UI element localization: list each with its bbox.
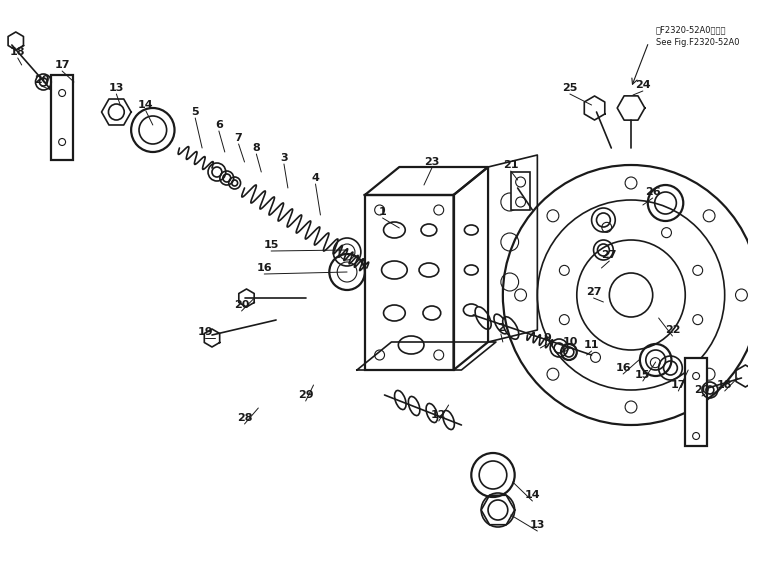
Text: 28: 28: [237, 413, 252, 423]
Text: 27: 27: [586, 287, 601, 297]
Text: 3: 3: [280, 153, 288, 163]
Bar: [511, 172, 531, 210]
Text: 1: 1: [379, 207, 386, 217]
Ellipse shape: [419, 263, 439, 277]
Text: 18: 18: [10, 47, 26, 57]
Bar: [52, 75, 73, 160]
Text: 前F2320-52A0図参照: 前F2320-52A0図参照: [656, 25, 726, 34]
Ellipse shape: [465, 225, 478, 235]
Text: 13: 13: [109, 83, 124, 93]
Text: 15: 15: [263, 240, 279, 250]
Text: 17: 17: [55, 60, 70, 70]
Text: 20: 20: [694, 385, 710, 395]
Ellipse shape: [465, 265, 478, 275]
Text: 19: 19: [197, 327, 213, 337]
Text: 12: 12: [431, 410, 446, 420]
Text: 24: 24: [635, 80, 650, 90]
Ellipse shape: [502, 317, 518, 339]
Bar: [365, 195, 454, 370]
Ellipse shape: [464, 304, 479, 316]
Text: 6: 6: [215, 120, 223, 130]
Text: 18: 18: [717, 380, 732, 390]
Ellipse shape: [421, 224, 436, 236]
Ellipse shape: [382, 261, 408, 279]
Text: 14: 14: [524, 490, 540, 500]
Ellipse shape: [494, 314, 508, 334]
Text: 25: 25: [562, 83, 578, 93]
Text: 21: 21: [503, 160, 518, 170]
Text: 22: 22: [665, 325, 680, 335]
Text: 27: 27: [602, 250, 617, 260]
Text: 15: 15: [635, 370, 650, 380]
Ellipse shape: [383, 305, 405, 321]
Text: 9: 9: [543, 333, 551, 343]
Text: 4: 4: [312, 173, 320, 183]
Text: 7: 7: [235, 133, 242, 143]
Ellipse shape: [423, 306, 441, 320]
Text: 5: 5: [191, 107, 199, 117]
Text: 10: 10: [562, 337, 578, 347]
Text: 8: 8: [253, 143, 260, 153]
Text: 14: 14: [138, 100, 154, 110]
Text: 26: 26: [645, 187, 660, 197]
Text: 13: 13: [530, 520, 545, 530]
Text: 16: 16: [616, 363, 631, 373]
Ellipse shape: [398, 336, 424, 354]
Text: 29: 29: [298, 390, 313, 400]
Bar: [685, 358, 707, 446]
Text: 2: 2: [497, 323, 505, 333]
Text: 17: 17: [671, 380, 686, 390]
Text: 11: 11: [584, 340, 600, 350]
Text: See Fig.F2320-52A0: See Fig.F2320-52A0: [656, 38, 739, 47]
Ellipse shape: [383, 222, 405, 238]
Text: 16: 16: [257, 263, 272, 273]
Ellipse shape: [475, 307, 491, 329]
Text: 20: 20: [33, 75, 49, 85]
Text: 20: 20: [234, 300, 249, 310]
Text: 23: 23: [424, 157, 439, 167]
